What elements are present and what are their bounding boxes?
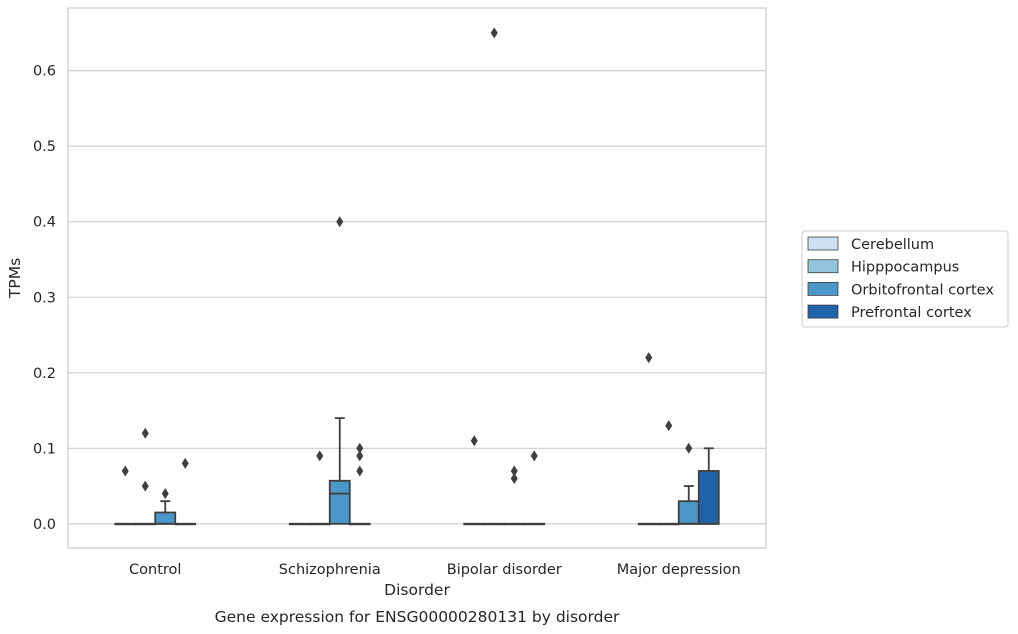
outlier-point	[356, 465, 364, 477]
box-body	[328, 479, 351, 525]
chart-caption: Gene expression for ENSG00000280131 by d…	[215, 608, 620, 626]
y-tick-label: 0.1	[33, 441, 56, 457]
legend-frame	[801, 230, 1009, 328]
legend-label: Prefrontal cortex	[851, 305, 972, 321]
plot-frame	[67, 7, 767, 549]
outlier-point	[141, 480, 149, 492]
y-tick-label: 0.2	[33, 366, 56, 382]
y-tick-label: 0.5	[33, 139, 56, 155]
y-tick-label: 0.4	[33, 215, 56, 231]
outlier-point	[510, 473, 518, 485]
box-group	[288, 522, 311, 526]
outlier-point	[356, 450, 364, 462]
y-tick-label: 0.3	[33, 290, 56, 306]
legend: Cerebellum Hipppocampus Orbitofrontal cort…	[801, 230, 1009, 328]
y-tick-label: 0.6	[33, 64, 56, 80]
x-tick-label: Schizophrenia	[279, 562, 381, 578]
outlier-point	[356, 442, 364, 454]
legend-label: Orbitofrontal cortex	[851, 282, 994, 298]
box-group	[154, 488, 177, 525]
outlier-point	[181, 457, 189, 469]
box-group	[308, 450, 331, 526]
outlier-point	[141, 427, 149, 439]
box-group	[348, 442, 371, 526]
legend-swatch	[807, 259, 839, 274]
outlier-point	[685, 442, 693, 454]
outlier-point	[470, 435, 478, 447]
outlier-point	[530, 450, 538, 462]
legend-swatch	[807, 304, 839, 319]
outlier-point	[336, 216, 344, 228]
box-group	[134, 427, 157, 526]
y-tick-label: 0.0	[33, 517, 56, 533]
y-axis-label: TPMs	[6, 258, 24, 299]
outlier-point	[316, 450, 324, 462]
outlier-point	[161, 488, 169, 500]
box-group	[174, 457, 197, 526]
x-tick-label: Bipolar disorder	[447, 562, 562, 578]
legend-label: Hipppocampus	[851, 260, 959, 276]
box-group	[328, 216, 351, 525]
legend-swatch	[807, 281, 839, 296]
box-body	[154, 511, 177, 525]
outlier-point	[510, 465, 518, 477]
box-body	[697, 470, 720, 525]
box-groups	[114, 27, 720, 526]
x-tick-label: Major depression	[617, 562, 741, 578]
box-body	[677, 500, 700, 525]
outlier-point	[665, 420, 673, 432]
box-group	[523, 450, 546, 526]
box-group	[677, 442, 700, 525]
x-axis-label: Disorder	[384, 581, 450, 599]
box-group	[697, 447, 720, 525]
legend-label: Cerebellum	[851, 237, 934, 253]
outlier-point	[121, 465, 129, 477]
x-tick-label: Control	[129, 562, 181, 578]
outlier-point	[490, 27, 498, 39]
outlier-point	[645, 352, 653, 364]
y-tick-labels: 0.0 0.1 0.2 0.3 0.4 0.5 0.6	[33, 64, 56, 533]
x-tick-labels: Control Schizophrenia Bipolar disorder Majo…	[129, 562, 741, 578]
grid-lines	[68, 70, 766, 525]
legend-swatch	[807, 236, 839, 251]
plot-area	[68, 8, 766, 548]
